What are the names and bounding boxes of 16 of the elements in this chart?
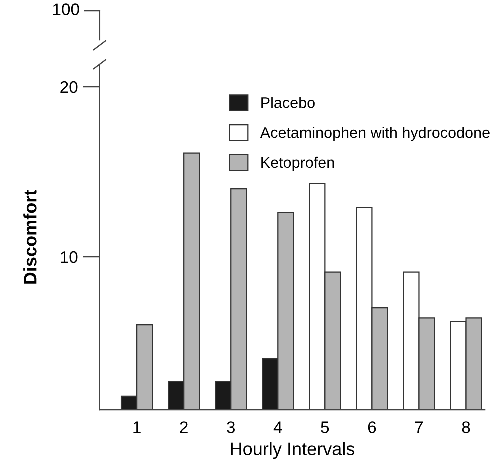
x-tick-label: 8 — [462, 422, 470, 434]
y-axis-title: Discomfort — [24, 190, 37, 284]
y-tick-label: 10 — [61, 251, 78, 264]
legend-label: Placebo — [262, 97, 315, 108]
x-tick-label: 3 — [227, 422, 236, 434]
text: 100 — [53, 4, 80, 16]
legend-label: Ketoprofen — [262, 156, 334, 172]
legend-label: Acetaminophen with hydrocodone — [260, 127, 490, 142]
x-tick-label: 4 — [274, 422, 282, 434]
x-tick-label: 1 — [134, 422, 141, 434]
y-tick-label: 20 — [60, 81, 78, 94]
x-tick-label: 7 — [415, 422, 424, 434]
x-axis-title: Hourly Intervals — [231, 442, 355, 460]
x-tick-label: 5 — [321, 422, 330, 434]
x-tick-label: 2 — [180, 422, 188, 434]
x-tick-label: 6 — [368, 422, 376, 434]
